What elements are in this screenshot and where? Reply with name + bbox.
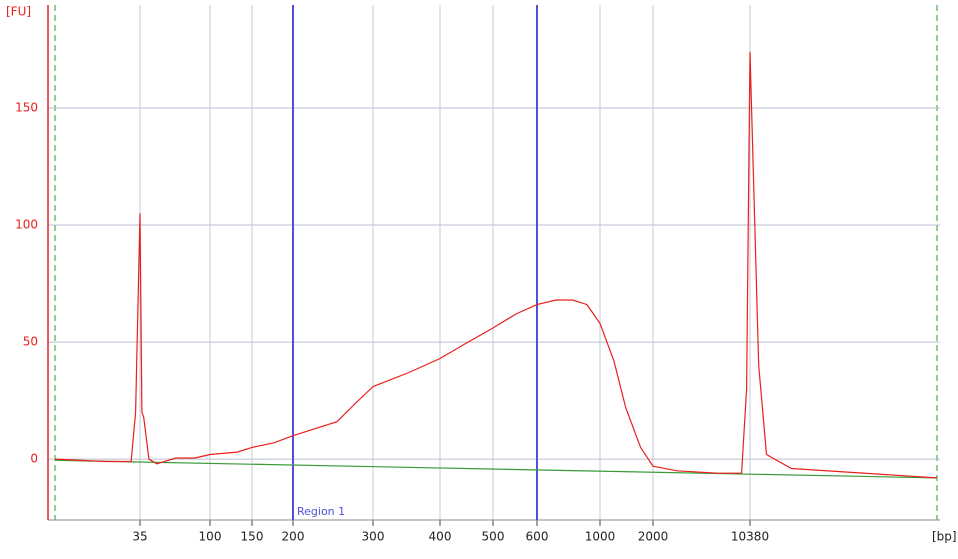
y-tick-label: 50	[23, 335, 38, 349]
x-tick-label: 2000	[638, 530, 669, 544]
x-tick-label: 150	[241, 530, 264, 544]
x-tick-label: 10380	[731, 530, 769, 544]
trace	[54, 51, 938, 479]
region-label: Region 1	[297, 505, 345, 518]
trace	[54, 459, 938, 479]
y-tick-label: 0	[30, 452, 38, 466]
x-tick-label: 400	[429, 530, 452, 544]
plot-area	[48, 5, 940, 520]
x-tick-label: 500	[482, 530, 505, 544]
x-tick-label: 100	[199, 530, 222, 544]
x-tick-label: 300	[362, 530, 385, 544]
y-tick-label: 150	[15, 101, 38, 115]
x-tick-label: 35	[132, 530, 147, 544]
x-tick-label: 600	[526, 530, 549, 544]
x-tick-label: 200	[282, 530, 305, 544]
y-tick-label: 100	[15, 218, 38, 232]
x-tick-label: 1000	[585, 530, 616, 544]
x-axis-label: [bp]	[932, 530, 957, 544]
y-axis-label: [FU]	[6, 5, 31, 19]
